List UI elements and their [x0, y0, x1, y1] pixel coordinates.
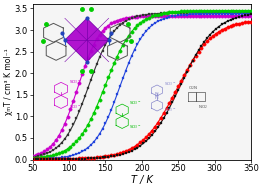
- Text: N: N: [154, 92, 158, 98]
- Text: SO$_3$$^-$: SO$_3$$^-$: [129, 100, 142, 107]
- Text: SO$_3$$^-$: SO$_3$$^-$: [129, 124, 142, 131]
- Text: O$_2$N: O$_2$N: [188, 84, 198, 92]
- Text: SO$_3$$^-$: SO$_3$$^-$: [164, 106, 176, 114]
- X-axis label: T / K: T / K: [131, 175, 153, 185]
- Text: SO$_3$$^-$: SO$_3$$^-$: [69, 104, 82, 111]
- Text: SO$_3$$^-$: SO$_3$$^-$: [164, 81, 176, 88]
- Text: SO$_3$$^-$: SO$_3$$^-$: [69, 78, 82, 86]
- Y-axis label: χₘT / cm³ K mol⁻¹: χₘT / cm³ K mol⁻¹: [4, 49, 13, 115]
- Text: NO$_2$: NO$_2$: [198, 104, 208, 111]
- Polygon shape: [65, 18, 109, 62]
- Text: N: N: [154, 95, 158, 100]
